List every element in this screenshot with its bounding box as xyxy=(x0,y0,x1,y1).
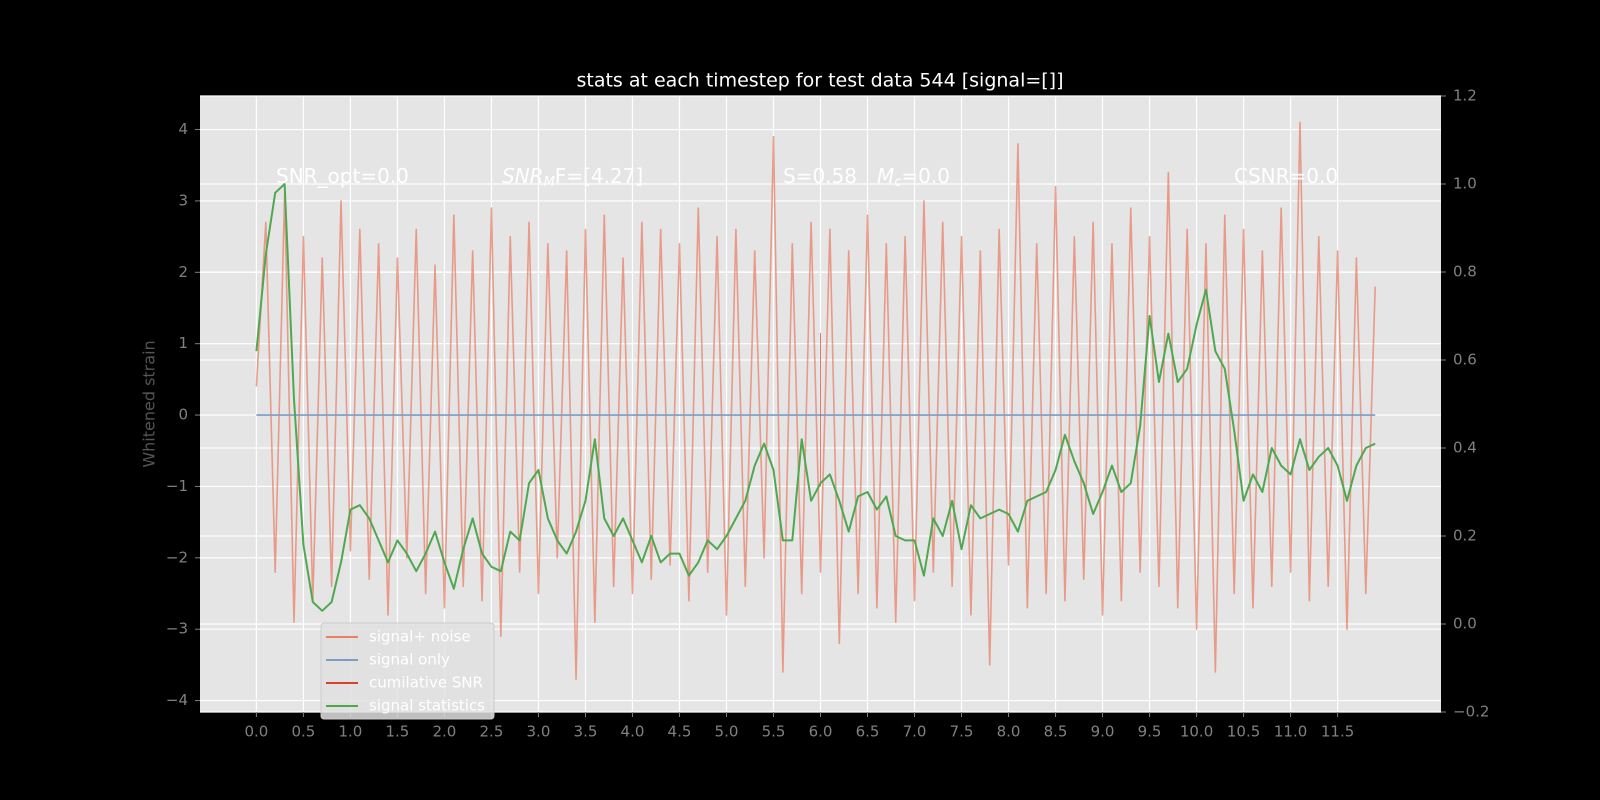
annotation: SNRMF=[4.27] xyxy=(502,164,643,190)
annotation-part: CSNR=0.0 xyxy=(1234,164,1338,188)
y-tick-label: −3 xyxy=(166,620,188,638)
y2-tick-label: 1.0 xyxy=(1453,175,1477,193)
x-tick-label: 1.5 xyxy=(386,723,410,741)
legend-label: cumilative SNR xyxy=(369,674,483,692)
annotation-part: M xyxy=(877,164,894,188)
legend-label: signal only xyxy=(369,651,450,669)
x-tick-label: 9.0 xyxy=(1091,723,1115,741)
y2-tick-label: 0.4 xyxy=(1453,439,1477,457)
x-tick-label: 6.0 xyxy=(809,723,833,741)
y-tick-label: 4 xyxy=(178,120,188,138)
overlay-layer: 0.0 0.5 1.0 1.5 2.0 2.5 3.0 3.5 4.0 4.5 5.0 5.5 6.0 6… xyxy=(166,87,1490,741)
annotation: Mc=0.0 xyxy=(877,164,950,190)
annotation: CSNR=0.0 xyxy=(1234,164,1338,188)
legend-box xyxy=(320,622,495,720)
y-tick-label: 2 xyxy=(178,263,188,281)
x-tick-label: 9.5 xyxy=(1138,723,1162,741)
series-layer xyxy=(255,121,1376,680)
y-tick-label: 1 xyxy=(178,334,188,352)
grid xyxy=(200,95,1441,713)
x-tick-label: 4.0 xyxy=(621,723,645,741)
x-tick-label: 5.0 xyxy=(715,723,739,741)
x-tick-label: 2.0 xyxy=(433,723,457,741)
annotation: SNR_opt=0.0 xyxy=(276,164,409,188)
legend-label: signal statistics xyxy=(369,697,485,715)
x-tick-label: 5.5 xyxy=(762,723,786,741)
y2-tick-label: 0.0 xyxy=(1453,615,1477,633)
x-tick-label: 10.5 xyxy=(1227,723,1260,741)
y2-tick-label: 0.6 xyxy=(1453,351,1477,369)
x-tick-label: 6.5 xyxy=(856,723,880,741)
y-tick-label: 3 xyxy=(178,191,188,209)
y-axis-label: Whitened strain xyxy=(140,340,159,467)
y2-tick-label: 0.2 xyxy=(1453,527,1477,545)
annotation-part: SNR_opt=0.0 xyxy=(276,164,409,188)
chart-title: stats at each timestep for test data 544… xyxy=(576,70,1063,92)
legend-label: signal+ noise xyxy=(369,628,471,646)
x-tick-label: 4.5 xyxy=(668,723,692,741)
annotation: S=0.58 xyxy=(783,164,857,188)
y-tick-label: −4 xyxy=(166,691,188,709)
y2-tick-label: 1.2 xyxy=(1453,87,1477,105)
x-tick-label: 11.5 xyxy=(1321,723,1354,741)
series-line xyxy=(255,183,1376,612)
x-tick-label: 3.5 xyxy=(574,723,598,741)
annotation-part: M xyxy=(544,175,555,190)
x-tick-label: 7.5 xyxy=(950,723,974,741)
annotation-part: S=0.58 xyxy=(783,164,857,188)
x-tick-label: 8.0 xyxy=(997,723,1021,741)
x-tick-label: 11.0 xyxy=(1274,723,1307,741)
x-tick-label: 3.0 xyxy=(527,723,551,741)
x-tick-label: 1.0 xyxy=(338,723,362,741)
annotation-part: =0.0 xyxy=(901,164,950,188)
y-tick-label: 0 xyxy=(178,406,188,424)
x-tick-label: 0.0 xyxy=(244,723,268,741)
y2-tick-label: −0.2 xyxy=(1453,703,1489,721)
x-tick-label: 0.5 xyxy=(291,723,315,741)
y-tick-label: −2 xyxy=(166,548,188,566)
annotation-part: SNR xyxy=(502,164,544,188)
series-line xyxy=(255,121,1376,680)
y-tick-label: −1 xyxy=(166,477,188,495)
annotation-part: c xyxy=(894,175,901,190)
y2-tick-label: 0.8 xyxy=(1453,263,1477,281)
x-tick-label: 2.5 xyxy=(480,723,504,741)
x-tick-label: 10.0 xyxy=(1180,723,1213,741)
annotation-part: F=[4.27] xyxy=(555,164,643,188)
x-tick-label: 8.5 xyxy=(1044,723,1068,741)
x-tick-label: 7.0 xyxy=(903,723,927,741)
